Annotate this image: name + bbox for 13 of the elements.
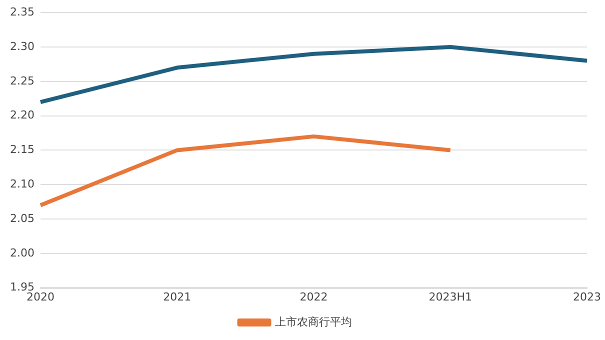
- x-tick-label: 2022: [300, 290, 328, 304]
- y-tick-label: 2.05: [10, 212, 34, 225]
- x-tick-label: 2023: [573, 290, 601, 304]
- y-tick-label: 2.20: [10, 108, 34, 122]
- legend-label: 上市农商行平均: [274, 315, 352, 328]
- y-tick-label: 2.30: [10, 40, 34, 53]
- y-tick-label: 2.25: [10, 74, 34, 88]
- y-tick-label: 2.00: [10, 246, 34, 260]
- y-tick-label: 2.15: [10, 143, 34, 156]
- y-tick-label: 2.10: [10, 177, 34, 190]
- y-tick-label: 2.35: [10, 5, 34, 18]
- x-tick-label: 2021: [163, 290, 192, 304]
- x-tick-label: 2023H1: [428, 290, 472, 304]
